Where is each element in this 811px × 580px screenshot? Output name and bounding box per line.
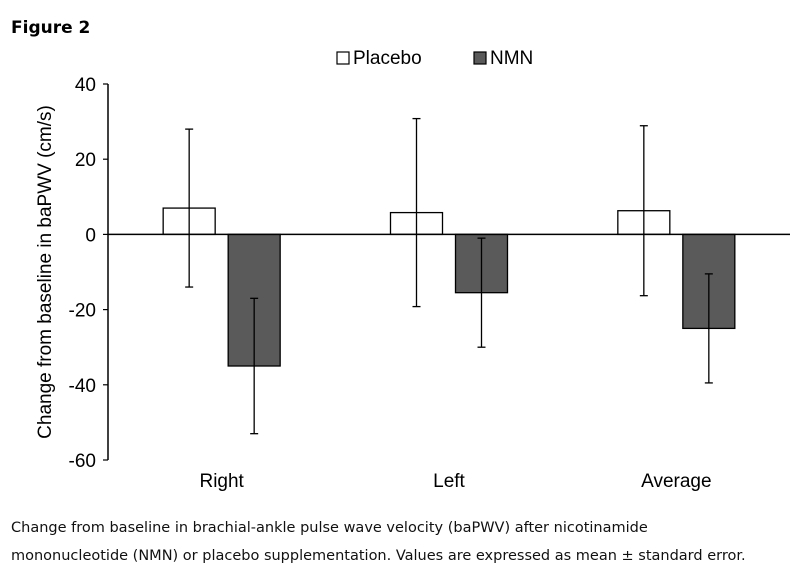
figure-caption: Change from baseline in brachial-ankle p… [11,514,806,570]
legend-label-placebo: Placebo [353,48,422,69]
legend-swatch-placebo [336,51,350,65]
bar-chart: 40 20 0 -20 -40 -60 Change from baseline in ba… [35,48,790,492]
y-tick-label: 0 [85,225,96,246]
caption-line-1: Change from baseline in brachial-ankle p… [11,520,648,536]
legend-label-nmn: NMN [490,48,533,69]
y-tick-label: -40 [69,376,96,397]
y-tick-label: -60 [69,451,96,472]
x-category-label-left: Left [433,471,465,492]
x-category-label-average: Average [641,471,711,492]
figure-label: Figure 2 [11,18,91,38]
legend-swatch-nmn [473,51,487,65]
y-axis-title: Change from baseline in baPWV (cm/s) [35,105,56,439]
y-tick-label: -20 [69,301,96,322]
x-category-label-right: Right [199,471,244,492]
y-tick-label: 40 [75,75,96,96]
y-tick-label: 20 [75,150,96,171]
caption-line-2: mononucleotide (NMN) or placebo suppleme… [11,548,746,564]
